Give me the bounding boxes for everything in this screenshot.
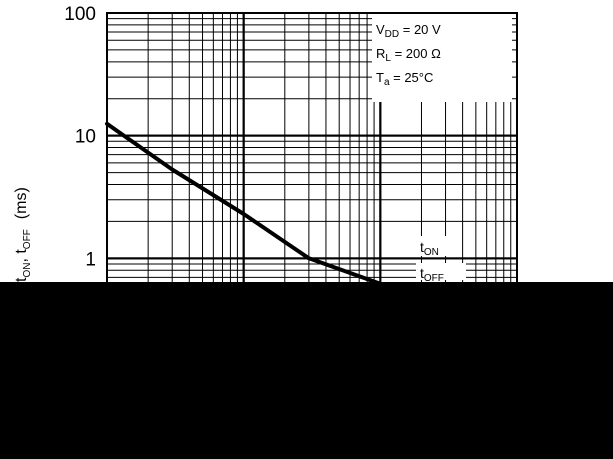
- conditions-annotation: VDD = 20 V RL = 200 Ω Ta = 25°C: [372, 14, 512, 102]
- annotation-rl: RL = 200 Ω: [376, 46, 441, 64]
- series-label-toff: tOFF: [420, 265, 444, 284]
- annotation-background: [372, 14, 512, 102]
- y-axis-label-text: tON, tOFF(ms): [13, 187, 33, 282]
- annotation-vdd: VDD = 20 V: [376, 22, 441, 40]
- y-tick-labels: 100 10 1: [64, 4, 96, 270]
- series-labels: tON tOFF: [416, 236, 466, 284]
- corrupted-region: [0, 282, 613, 459]
- y-tick-label: 100: [64, 4, 96, 25]
- y-tick-label: 10: [75, 127, 96, 148]
- y-axis-label: tON, tOFF(ms): [13, 187, 33, 282]
- series-label-toff-background: [416, 263, 466, 280]
- annotation-ta: Ta = 25°C: [376, 70, 433, 88]
- series-label-ton: tON: [420, 239, 439, 258]
- series-label-ton-background: [416, 236, 462, 256]
- y-tick-label: 1: [85, 249, 96, 270]
